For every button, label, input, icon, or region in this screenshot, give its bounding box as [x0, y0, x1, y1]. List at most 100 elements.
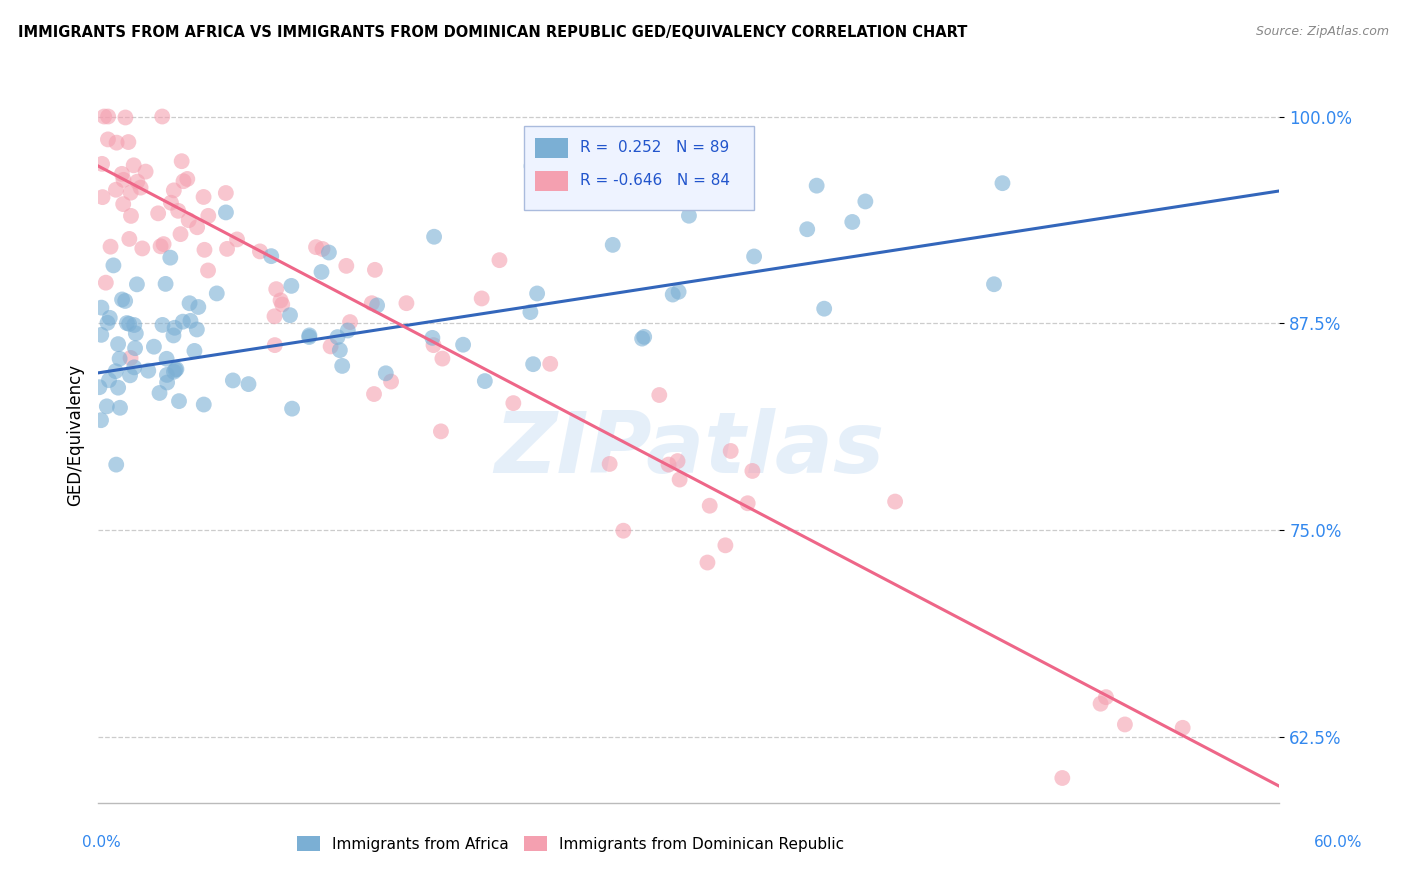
Point — [187, 300, 209, 314]
Point — [98, 310, 121, 325]
Point — [526, 286, 548, 301]
Point — [167, 203, 190, 218]
Point — [90, 327, 112, 342]
Point — [111, 167, 134, 181]
Point — [522, 357, 544, 371]
Point — [124, 341, 146, 355]
Text: R =  0.252   N = 89: R = 0.252 N = 89 — [581, 140, 730, 155]
Point — [193, 190, 215, 204]
Point — [519, 305, 541, 319]
Point — [714, 538, 737, 552]
Point — [163, 320, 186, 334]
Point — [661, 287, 683, 301]
Point — [155, 351, 177, 366]
Point — [148, 386, 170, 401]
Bar — [536, 170, 568, 191]
Point — [422, 331, 444, 345]
Point — [107, 381, 129, 395]
Point — [122, 318, 145, 332]
Point — [156, 376, 179, 390]
Point — [197, 209, 219, 223]
Point — [112, 173, 135, 187]
Point — [422, 338, 444, 352]
Point — [103, 259, 125, 273]
Point — [319, 339, 342, 353]
Point — [91, 157, 114, 171]
Point — [1052, 771, 1074, 785]
Text: IMMIGRANTS FROM AFRICA VS IMMIGRANTS FROM DOMINICAN REPUBLIC GED/EQUIVALENCY COR: IMMIGRANTS FROM AFRICA VS IMMIGRANTS FRO… — [18, 25, 967, 40]
Point — [329, 343, 352, 358]
Point — [172, 315, 194, 329]
Point — [159, 251, 181, 265]
Y-axis label: GED/Equivalency: GED/Equivalency — [66, 364, 84, 506]
Point — [120, 186, 142, 200]
Point — [122, 360, 145, 375]
Legend: Immigrants from Africa, Immigrants from Dominican Republic: Immigrants from Africa, Immigrants from … — [291, 830, 851, 858]
Point — [271, 297, 294, 311]
Point — [114, 111, 136, 125]
Point — [152, 318, 174, 332]
Point — [104, 364, 127, 378]
Point — [1114, 717, 1136, 731]
Point — [678, 209, 700, 223]
Point — [364, 263, 387, 277]
Point — [318, 245, 340, 260]
Point — [127, 175, 149, 189]
Point — [263, 338, 285, 352]
Point — [90, 413, 112, 427]
Point — [152, 237, 174, 252]
Point — [142, 340, 165, 354]
Point — [156, 368, 179, 382]
Point — [311, 265, 333, 279]
Point — [599, 457, 621, 471]
Point — [471, 292, 494, 306]
Point — [311, 242, 333, 256]
Text: 60.0%: 60.0% — [1315, 836, 1362, 850]
Point — [983, 277, 1005, 292]
Text: 0.0%: 0.0% — [82, 836, 121, 850]
Point — [90, 301, 112, 315]
Point — [97, 132, 120, 146]
Point — [94, 276, 117, 290]
Point — [120, 351, 142, 365]
Point — [339, 315, 361, 329]
Point — [115, 316, 138, 330]
Point — [112, 197, 135, 211]
Point — [176, 172, 198, 186]
Point — [114, 293, 136, 308]
Point — [696, 556, 718, 570]
Point — [612, 524, 634, 538]
Point — [432, 351, 454, 366]
Point — [131, 242, 153, 256]
Point — [163, 183, 186, 197]
Point — [430, 425, 453, 439]
Point — [155, 277, 177, 291]
Point — [179, 296, 201, 310]
Point — [249, 244, 271, 259]
Point — [520, 159, 543, 173]
Point — [93, 110, 115, 124]
Point — [238, 377, 260, 392]
Bar — [536, 137, 568, 158]
Point — [226, 232, 249, 246]
Point — [173, 174, 195, 188]
Point — [125, 326, 148, 341]
Point — [853, 194, 876, 209]
Text: R = -0.646   N = 84: R = -0.646 N = 84 — [581, 173, 730, 188]
Point — [91, 190, 114, 204]
Point — [105, 458, 128, 472]
Point — [380, 375, 402, 389]
Point — [668, 285, 690, 299]
Point — [170, 154, 193, 169]
Point — [100, 240, 122, 254]
Point — [165, 363, 187, 377]
Point — [179, 314, 201, 328]
Point — [666, 454, 689, 468]
Point — [423, 229, 446, 244]
Point — [806, 178, 828, 193]
Point — [330, 359, 353, 373]
Point — [742, 250, 765, 264]
Point — [197, 263, 219, 277]
Point — [366, 298, 388, 312]
FancyBboxPatch shape — [523, 126, 754, 211]
